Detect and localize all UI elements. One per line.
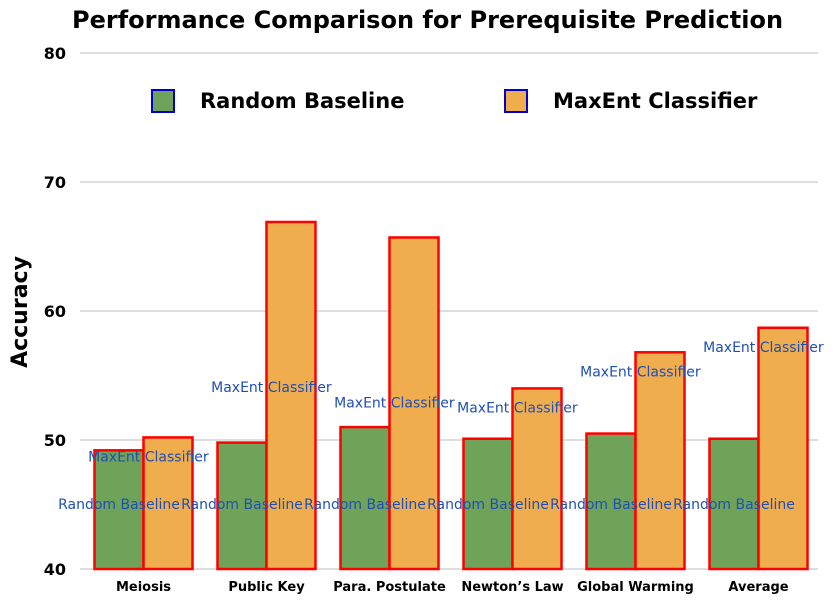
- x-tick-label: Public Key: [228, 580, 305, 595]
- data-label: Random Baseline: [304, 497, 426, 513]
- bar-maxent-classifier: [388, 236, 440, 571]
- x-tick-label: Newton’s Law: [461, 580, 563, 595]
- legend: Random Baseline MaxEnt Classifier: [151, 89, 758, 113]
- y-tick-label: 60: [44, 302, 66, 321]
- data-label: MaxEnt Classifier: [88, 449, 209, 465]
- y-tick-label: 40: [44, 560, 66, 579]
- legend-swatch: [504, 89, 528, 113]
- bar-random-baseline: [216, 441, 268, 571]
- bar-random-baseline: [585, 432, 637, 571]
- chart-title: Performance Comparison for Prerequisite …: [72, 6, 783, 34]
- legend-swatch: [151, 89, 175, 113]
- x-tick-label: Para. Postulate: [333, 580, 446, 595]
- data-label: Random Baseline: [427, 497, 549, 513]
- data-label: Random Baseline: [550, 497, 672, 513]
- bar-maxent-classifier: [757, 326, 809, 571]
- data-label: Random Baseline: [673, 497, 795, 513]
- bar-maxent-classifier: [511, 387, 563, 571]
- gridlines: [80, 52, 818, 570]
- x-tick-labels: Meiosis Public Key Para. Postulate Newton’s…: [116, 580, 789, 595]
- data-label: MaxEnt Classifier: [211, 380, 332, 396]
- bars: [93, 220, 809, 571]
- bar-random-baseline: [93, 449, 145, 571]
- data-label: MaxEnt Classifier: [703, 340, 824, 356]
- x-tick-label: Average: [728, 580, 788, 595]
- y-tick-label: 80: [44, 44, 66, 63]
- y-tick-label: 50: [44, 431, 66, 450]
- legend-entry: MaxEnt Classifier: [553, 89, 758, 113]
- data-label: Random Baseline: [58, 497, 180, 513]
- legend-entry: Random Baseline: [200, 89, 404, 113]
- data-label: MaxEnt Classifier: [580, 364, 701, 380]
- y-tick-labels: 40 50 60 70 80: [44, 44, 66, 579]
- data-label: Random Baseline: [181, 497, 303, 513]
- bar-maxent-classifier: [265, 220, 317, 571]
- data-label: MaxEnt Classifier: [457, 400, 578, 416]
- bar-random-baseline: [339, 425, 391, 571]
- data-labels: Random Baseline MaxEnt Classifier Random B…: [58, 340, 824, 513]
- data-label: MaxEnt Classifier: [334, 395, 455, 411]
- bar-maxent-classifier: [634, 351, 686, 571]
- x-tick-label: Meiosis: [116, 580, 171, 595]
- y-tick-label: 70: [44, 173, 66, 192]
- x-tick-label: Global Warming: [577, 580, 694, 595]
- bar-maxent-classifier: [142, 436, 194, 571]
- y-axis-label: Accuracy: [8, 256, 33, 368]
